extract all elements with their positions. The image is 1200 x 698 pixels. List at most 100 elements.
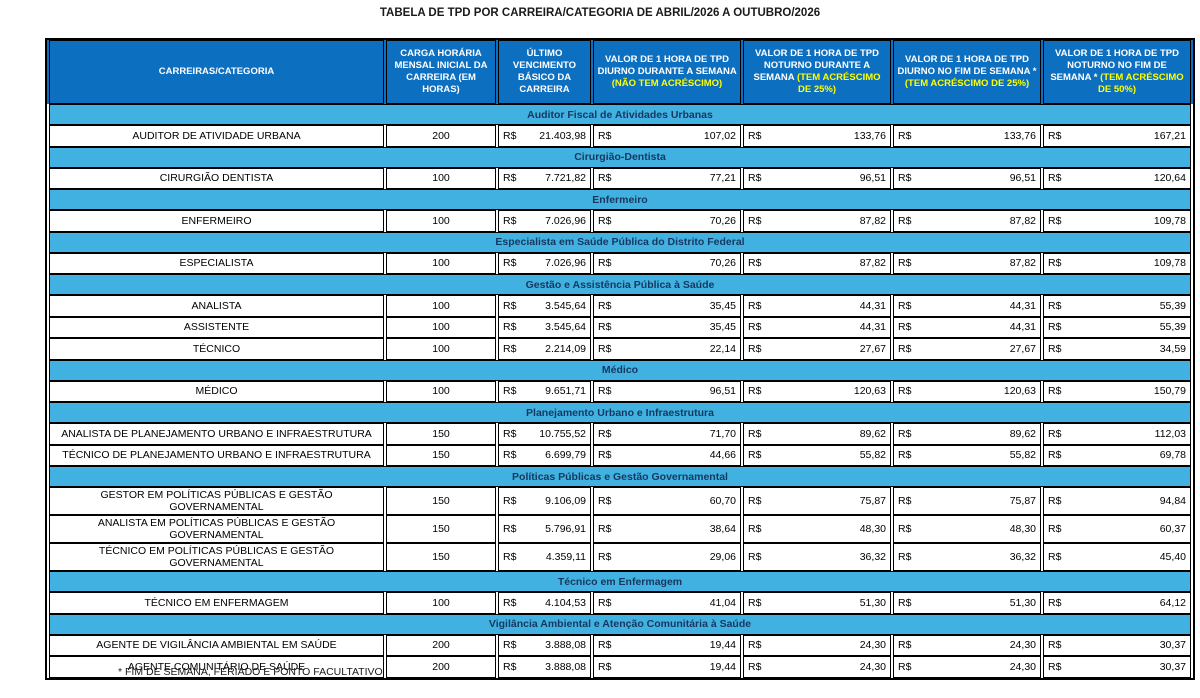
money-cell-content: R$ 77,21 [598, 172, 736, 184]
money-cell-content: R$ 69,78 [1048, 449, 1186, 461]
tpd-weekend-day-cell: R$ 44,31 [893, 295, 1041, 317]
amount-value: 3.888,08 [545, 660, 586, 673]
base-salary-cell: R$ 9.106,09 [498, 487, 591, 515]
currency-symbol: R$ [1048, 523, 1062, 535]
currency-symbol: R$ [898, 385, 912, 398]
currency-symbol: R$ [1048, 449, 1062, 462]
currency-symbol: R$ [598, 596, 612, 609]
money-cell-content: R$ 55,39 [1048, 300, 1186, 312]
currency-symbol: R$ [503, 523, 517, 535]
tpd-weekend-night-cell: R$ 45,40 [1043, 543, 1191, 571]
column-header-label: ÚLTIMO VENCIMENTO BÁSICO DA CARREIRA [512, 48, 577, 95]
table-body: Auditor Fiscal de Atividades Urbanas AUDI… [49, 104, 1191, 678]
tpd-weekend-day-cell: R$ 120,63 [893, 380, 1041, 402]
monthly-hours-cell: 150 [386, 487, 496, 515]
currency-symbol: R$ [503, 321, 517, 334]
money-cell-content: R$ 27,67 [898, 343, 1036, 355]
currency-symbol: R$ [748, 385, 762, 398]
tpd-weekday-day-cell: R$ 96,51 [593, 380, 741, 402]
money-cell-content: R$ 109,78 [1048, 215, 1186, 227]
table-row: MÉDICO 100 R$ 9.651,71 R$ 96,51 R$ 120,63 R$ 120,… [49, 380, 1191, 402]
currency-symbol: R$ [503, 342, 517, 355]
currency-symbol: R$ [598, 449, 612, 462]
section-label: Especialista em Saúde Pública do Distrit… [49, 231, 1191, 253]
currency-symbol: R$ [598, 427, 612, 440]
tpd-weekend-night-cell: R$ 69,78 [1043, 444, 1191, 466]
currency-symbol: R$ [748, 639, 762, 652]
money-cell-content: R$ 112,03 [1048, 428, 1186, 440]
amount-value: 44,66 [709, 449, 736, 462]
career-cell: AUDITOR DE ATIVIDADE URBANA [49, 125, 384, 147]
career-cell: CIRURGIÃO DENTISTA [49, 167, 384, 189]
currency-symbol: R$ [898, 596, 912, 609]
column-header-3: ÚLTIMO VENCIMENTO BÁSICO DA CARREIRA [498, 40, 591, 104]
tpd-weekday-night-cell: R$ 51,30 [743, 592, 891, 614]
amount-value: 7.721,82 [545, 172, 586, 185]
tpd-weekend-day-cell: R$ 36,32 [893, 543, 1041, 571]
amount-value: 9.651,71 [545, 385, 586, 398]
tpd-weekend-night-cell: R$ 94,84 [1043, 487, 1191, 515]
money-cell-content: R$ 44,31 [898, 300, 1036, 312]
tpd-weekday-day-cell: R$ 35,45 [593, 295, 741, 317]
monthly-hours-cell: 150 [386, 515, 496, 543]
currency-symbol: R$ [503, 172, 517, 185]
tpd-weekday-night-cell: R$ 36,32 [743, 543, 891, 571]
amount-value: 2.214,09 [545, 342, 586, 355]
money-cell-content: R$ 87,82 [898, 215, 1036, 227]
amount-value: 35,45 [709, 299, 736, 312]
tpd-weekday-night-cell: R$ 87,82 [743, 210, 891, 232]
tpd-weekend-day-cell: R$ 89,62 [893, 423, 1041, 445]
currency-symbol: R$ [503, 385, 517, 398]
currency-symbol: R$ [898, 639, 912, 652]
base-salary-cell: R$ 3.545,64 [498, 295, 591, 317]
money-cell-content: R$ 3.545,64 [503, 321, 586, 333]
currency-symbol: R$ [598, 495, 612, 507]
currency-symbol: R$ [598, 660, 612, 673]
money-cell-content: R$ 41,04 [598, 597, 736, 609]
money-cell-content: R$ 64,12 [1048, 597, 1186, 609]
amount-value: 167,21 [1153, 129, 1186, 142]
amount-value: 150,79 [1153, 385, 1186, 398]
tpd-weekday-night-cell: R$ 120,63 [743, 380, 891, 402]
money-cell-content: R$ 21.403,98 [503, 130, 586, 142]
money-cell-content: R$ 19,44 [598, 639, 736, 651]
amount-value: 75,87 [1009, 495, 1036, 507]
currency-symbol: R$ [898, 342, 912, 355]
section-label: Gestão e Assistência Pública à Saúde [49, 274, 1191, 295]
header-row: CARREIRAS/CATEGORIA CARGA HORÁRIA MENSAL … [49, 40, 1191, 104]
tpd-weekday-day-cell: R$ 107,02 [593, 125, 741, 147]
amount-value: 55,82 [859, 449, 886, 462]
money-cell-content: R$ 4.104,53 [503, 597, 586, 609]
section-row: Auditor Fiscal de Atividades Urbanas [49, 104, 1191, 125]
column-header-label: CARGA HORÁRIA MENSAL INICIAL DA CARREIRA… [394, 48, 488, 95]
money-cell-content: R$ 3.888,08 [503, 639, 586, 651]
base-salary-cell: R$ 9.651,71 [498, 380, 591, 402]
currency-symbol: R$ [898, 172, 912, 185]
money-cell-content: R$ 89,62 [898, 428, 1036, 440]
amount-value: 19,44 [709, 639, 736, 652]
career-cell: TÉCNICO DE PLANEJAMENTO URBANO E INFRAES… [49, 444, 384, 466]
amount-value: 51,30 [1009, 596, 1036, 609]
amount-value: 4.104,53 [545, 596, 586, 609]
money-cell-content: R$ 19,44 [598, 661, 736, 673]
currency-symbol: R$ [503, 129, 517, 142]
monthly-hours-cell: 100 [386, 167, 496, 189]
amount-value: 27,67 [1009, 342, 1036, 355]
amount-value: 48,30 [859, 523, 886, 535]
currency-symbol: R$ [598, 639, 612, 652]
currency-symbol: R$ [503, 660, 517, 673]
amount-value: 112,03 [1154, 427, 1186, 440]
base-salary-cell: R$ 7.026,96 [498, 252, 591, 274]
money-cell-content: R$ 22,14 [598, 343, 736, 355]
section-label: Políticas Públicas e Gestão Governamenta… [49, 466, 1191, 487]
monthly-hours-cell: 100 [386, 316, 496, 338]
monthly-hours-cell: 100 [386, 210, 496, 232]
money-cell-content: R$ 44,66 [598, 449, 736, 461]
money-cell-content: R$ 30,37 [1048, 661, 1186, 673]
amount-value: 45,40 [1159, 551, 1186, 563]
currency-symbol: R$ [898, 495, 912, 507]
amount-value: 89,62 [1009, 427, 1036, 440]
career-cell: TÉCNICO [49, 338, 384, 360]
currency-symbol: R$ [748, 129, 762, 142]
currency-symbol: R$ [598, 129, 612, 142]
